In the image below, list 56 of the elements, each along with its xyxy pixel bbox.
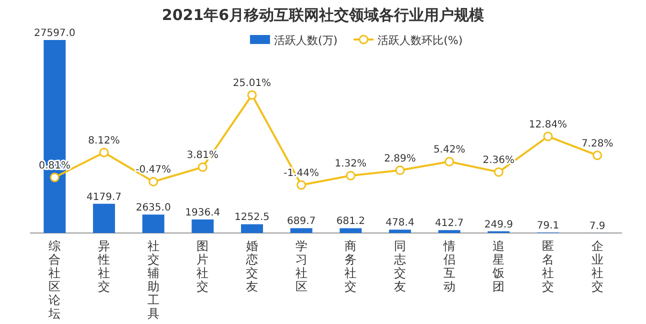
data-label: 5.42% — [433, 144, 466, 156]
x-tick-label: 匿名社交 — [542, 239, 554, 294]
data-label: 8.12% — [88, 135, 120, 146]
data-label: -0.47% — [136, 164, 172, 176]
data-label: 249.9 — [484, 219, 513, 230]
bar — [241, 224, 263, 233]
data-label: 7.28% — [581, 138, 614, 150]
x-tick-label: 社交辅助工具 — [147, 239, 160, 320]
x-tick-label: 商务社交 — [344, 239, 357, 294]
data-label: 689.7 — [287, 216, 316, 228]
bar — [340, 228, 362, 233]
point — [592, 150, 602, 160]
point — [99, 148, 109, 158]
data-label: 79.1 — [536, 220, 560, 232]
bar — [438, 230, 460, 233]
chart-title: 2021年6月移动互联网社交领域各行业用户规模 — [162, 6, 486, 24]
data-label: 12.84% — [528, 119, 568, 130]
point — [296, 180, 306, 190]
x-tick-label: 图片社交 — [196, 239, 209, 294]
x-tick-label: 企业社交 — [591, 239, 604, 294]
legend-label: 活跃人数(万) — [274, 34, 338, 47]
data-label: 1252.5 — [234, 212, 270, 224]
data-label: 7.9 — [589, 220, 606, 232]
data-label: 2.36% — [482, 155, 515, 166]
bar — [142, 214, 164, 233]
point — [444, 156, 454, 166]
bar — [93, 204, 115, 233]
point — [543, 132, 553, 142]
point — [346, 170, 356, 180]
bar — [192, 219, 214, 233]
data-label: 1936.4 — [185, 207, 220, 218]
x-tick-label: 婚恋交友 — [245, 239, 258, 294]
data-label: 25.01% — [232, 78, 272, 89]
bar — [389, 230, 411, 233]
point — [395, 166, 405, 176]
data-label: 681.2 — [336, 216, 365, 228]
data-label: 2635.0 — [136, 202, 171, 214]
x-tick-label: 学习社区 — [295, 239, 308, 294]
x-tick-label: 同志交友 — [394, 239, 406, 294]
x-tick-label: 综合社区论坛 — [48, 239, 61, 320]
x-tick-label: 追星饭团 — [492, 239, 505, 294]
data-label: 27597.0 — [34, 28, 76, 39]
data-label: 4179.7 — [86, 192, 122, 203]
point — [198, 162, 208, 172]
point — [494, 167, 504, 177]
data-label: 1.32% — [334, 158, 367, 170]
data-label: 412.7 — [435, 218, 464, 230]
point — [50, 172, 60, 182]
data-label: 478.4 — [386, 218, 414, 229]
x-tick-label: 情侣互动 — [442, 239, 456, 294]
legend-label: 活跃人数环比(%) — [378, 34, 463, 47]
x-tick-label: 异性社交 — [97, 239, 110, 294]
point — [247, 90, 257, 100]
point — [148, 176, 158, 186]
bar — [290, 228, 312, 233]
data-label: 2.89% — [384, 153, 416, 164]
